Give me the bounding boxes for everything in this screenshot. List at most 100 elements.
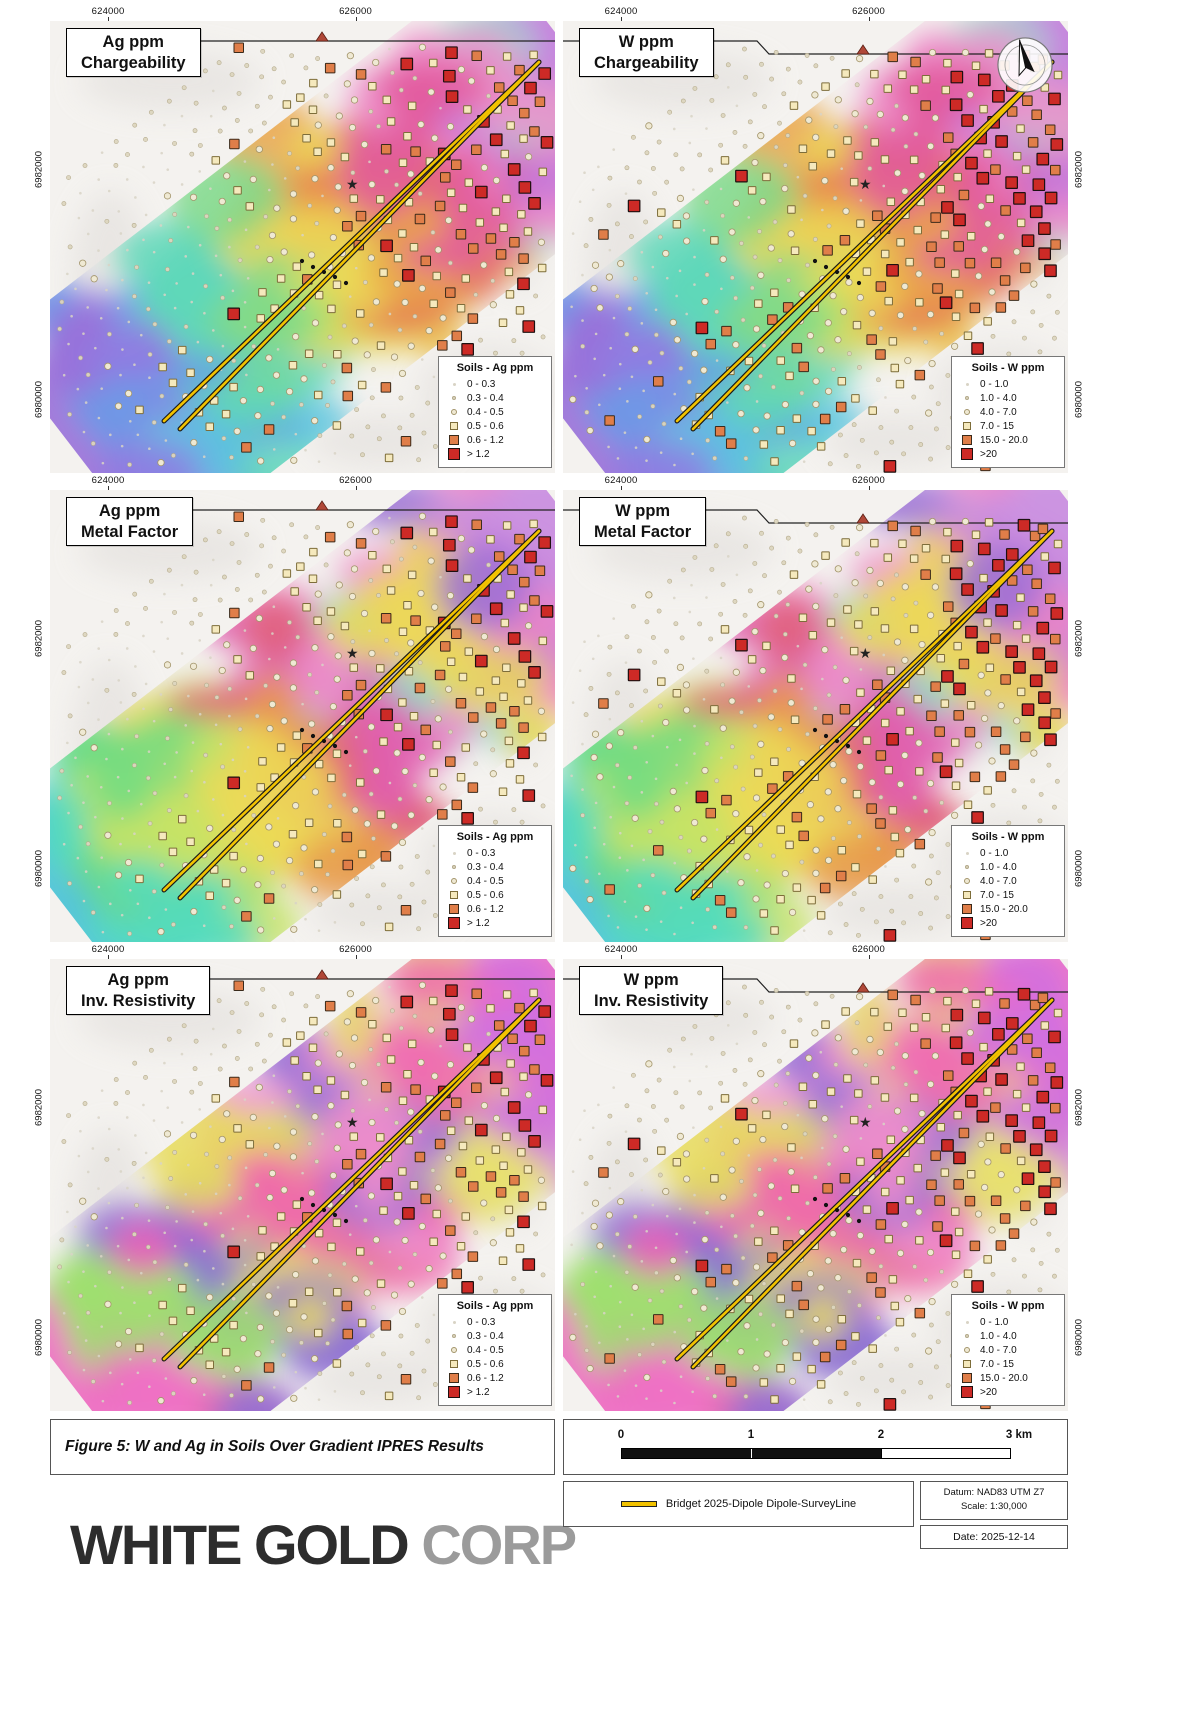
panel-layer-label: Inv. Resistivity bbox=[81, 991, 196, 1010]
panel-layer-label: Chargeability bbox=[81, 53, 186, 72]
star-marker: ★ bbox=[346, 176, 359, 192]
figure-caption-box: Figure 5: W and Ag in Soils Over Gradien… bbox=[50, 1419, 555, 1475]
y-axis-label: 6982000 bbox=[33, 1089, 45, 1126]
map-panel: 624000 626000 ★ Ag ppm Metal Factor Soil… bbox=[50, 475, 555, 942]
survey-line-swatch bbox=[620, 1501, 657, 1507]
legend-symbol-shape bbox=[451, 1347, 457, 1353]
axis-tick bbox=[108, 17, 110, 21]
legend-symbol-shape bbox=[450, 891, 458, 899]
x-axis-labels: 624000 626000 bbox=[50, 475, 555, 490]
map-canvas: ★ Ag ppm Inv. Resistivity Soils - Ag ppm… bbox=[50, 959, 555, 1411]
legend-item-label: 4.0 - 7.0 bbox=[980, 875, 1017, 887]
legend-item: 0 - 0.3 bbox=[446, 377, 544, 391]
legend-symbol-icon bbox=[959, 1373, 975, 1383]
legend-item: 1.0 - 4.0 bbox=[959, 860, 1057, 874]
panel-row: 6982000 6980000 6982000 6980000 624000 6260… bbox=[30, 944, 1088, 1411]
panel-metal-label: Ag ppm bbox=[107, 971, 169, 989]
panel-title-box: W ppm Metal Factor bbox=[579, 497, 707, 547]
point-markers bbox=[812, 727, 862, 755]
date-box: Date: 2025-12-14 bbox=[920, 1524, 1068, 1549]
legend-item-label: 4.0 - 7.0 bbox=[980, 1344, 1017, 1356]
legend-symbol-shape bbox=[964, 409, 970, 415]
legend-item-label: 7.0 - 15 bbox=[980, 420, 1014, 432]
axis-tick bbox=[621, 17, 623, 21]
legend-item: 0.4 - 0.5 bbox=[446, 1343, 544, 1357]
legend-symbol-shape bbox=[961, 448, 973, 460]
legend-symbol-shape bbox=[962, 1373, 972, 1383]
y-axis-label: 6982000 bbox=[33, 151, 45, 188]
legend-symbol-shape bbox=[449, 435, 459, 445]
map-raster: ★ bbox=[563, 21, 1068, 473]
legend-item: >20 bbox=[959, 916, 1057, 930]
y-axis-label: 6980000 bbox=[1073, 1319, 1085, 1356]
y-axis-label: 6982000 bbox=[1073, 151, 1085, 188]
survey-line bbox=[161, 59, 542, 432]
legend-item-label: 0 - 1.0 bbox=[980, 378, 1009, 390]
legend-symbol-icon bbox=[959, 878, 975, 884]
axis-tick bbox=[355, 955, 357, 959]
caption-scale-row: Figure 5: W and Ag in Soils Over Gradien… bbox=[50, 1419, 1068, 1475]
axis-tick bbox=[108, 955, 110, 959]
y-axis-label: 6982000 bbox=[1073, 620, 1085, 657]
legend-symbol-shape bbox=[452, 865, 456, 869]
legend-symbol-icon bbox=[959, 891, 975, 899]
map-panels-grid: 6982000 6980000 6982000 6980000 624000 6260… bbox=[0, 6, 1200, 1411]
x-axis-labels: 624000 626000 bbox=[563, 944, 1068, 959]
soils-legend: Soils - Ag ppm 0 - 0.3 0.3 - 0.4 0.4 - 0.5… bbox=[438, 825, 552, 937]
legend-item-label: 0 - 0.3 bbox=[467, 847, 496, 859]
point-markers bbox=[812, 258, 862, 286]
x-axis-label: 626000 bbox=[852, 475, 885, 486]
legend-symbol-shape bbox=[452, 1320, 456, 1324]
x-axis-label: 624000 bbox=[604, 6, 638, 17]
legend-title: Soils - W ppm bbox=[971, 1300, 1045, 1312]
legend-item: 7.0 - 15 bbox=[959, 1357, 1057, 1371]
legend-item: 0.3 - 0.4 bbox=[446, 1329, 544, 1343]
legend-symbol-shape bbox=[964, 878, 970, 884]
legend-item-label: 0.4 - 0.5 bbox=[467, 1344, 504, 1356]
legend-item: 0.5 - 0.6 bbox=[446, 888, 544, 902]
legend-item: 1.0 - 4.0 bbox=[959, 1329, 1057, 1343]
y-axis-label: 6982000 bbox=[1073, 1089, 1085, 1126]
logo-word-white: WHITE bbox=[70, 1513, 242, 1576]
legend-symbol-shape bbox=[961, 1386, 973, 1398]
legend-rows: 0 - 0.3 0.3 - 0.4 0.4 - 0.5 0.5 - 0.6 0.6 - … bbox=[446, 846, 544, 930]
panel-title-box: Ag ppm Metal Factor bbox=[66, 497, 194, 547]
survey-line bbox=[161, 528, 542, 901]
legend-item-label: 0.3 - 0.4 bbox=[467, 1330, 504, 1342]
axis-tick bbox=[868, 486, 870, 490]
axis-tick bbox=[355, 17, 357, 21]
legend-item-label: 0.4 - 0.5 bbox=[467, 875, 504, 887]
legend-symbol-icon bbox=[959, 1347, 975, 1353]
legend-item-label: >20 bbox=[980, 448, 997, 460]
legend-symbol-shape bbox=[965, 865, 969, 869]
datum-box: Datum: NAD83 UTM Z7 Scale: 1:30,000 bbox=[920, 1481, 1068, 1520]
legend-item: 4.0 - 7.0 bbox=[959, 874, 1057, 888]
legend-rows: 0 - 1.0 1.0 - 4.0 4.0 - 7.0 7.0 - 15 15.0 - … bbox=[959, 846, 1057, 930]
legend-symbol-shape bbox=[965, 1320, 969, 1324]
point-markers bbox=[299, 258, 349, 286]
panel-layer-label: Metal Factor bbox=[594, 522, 692, 541]
legend-item-label: 4.0 - 7.0 bbox=[980, 406, 1017, 418]
legend-symbol-shape bbox=[451, 878, 457, 884]
legend-symbol-shape bbox=[965, 1334, 969, 1338]
map-panel: 624000 626000 ★ W ppm Metal Factor Soils… bbox=[563, 475, 1068, 942]
figure-caption: Figure 5: W and Ag in Soils Over Gradien… bbox=[65, 1438, 484, 1455]
soils-legend: Soils - Ag ppm 0 - 0.3 0.3 - 0.4 0.4 - 0.5… bbox=[438, 1294, 552, 1406]
legend-item-label: > 1.2 bbox=[467, 1386, 490, 1398]
legend-symbol-shape bbox=[965, 382, 969, 386]
legend-item: 0.6 - 1.2 bbox=[446, 1371, 544, 1385]
map-panel: 624000 626000 ★ W ppm Inv. Resistivity S… bbox=[563, 944, 1068, 1411]
scale-bar-box: 0 1 2 3 km bbox=[563, 1419, 1068, 1475]
scale-bar-segment bbox=[622, 1449, 752, 1458]
soils-legend: Soils - W ppm 0 - 1.0 1.0 - 4.0 4.0 - 7.0 7… bbox=[951, 356, 1065, 468]
x-axis-label: 624000 bbox=[91, 475, 125, 486]
axis-tick bbox=[868, 17, 870, 21]
axis-tick bbox=[621, 486, 623, 490]
company-logo: WHITE GOLD CORP bbox=[50, 1481, 577, 1595]
legend-item: 0.6 - 1.2 bbox=[446, 433, 544, 447]
legend-symbol-icon bbox=[446, 382, 462, 386]
legend-item: > 1.2 bbox=[446, 447, 544, 461]
legend-item: 0 - 0.3 bbox=[446, 846, 544, 860]
legend-item: > 1.2 bbox=[446, 1385, 544, 1399]
